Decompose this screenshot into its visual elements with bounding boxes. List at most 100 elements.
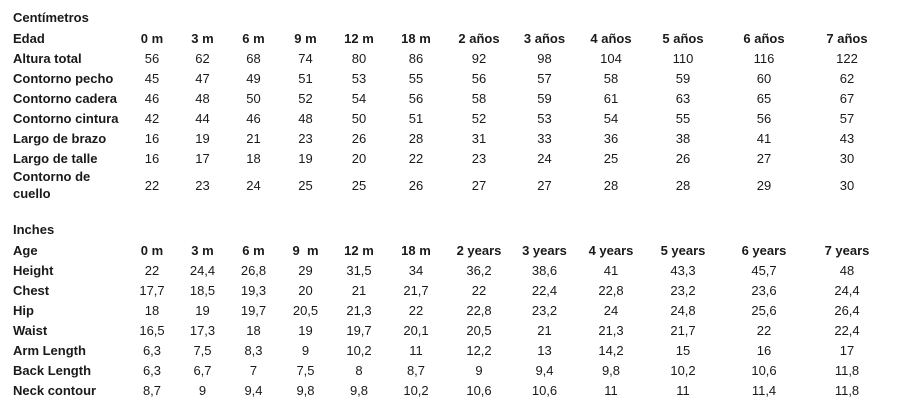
cell-value: 20,5 [466,322,492,338]
cell-value: 13 [537,342,552,358]
cell-value: 21 [246,130,261,146]
cell-value: 21,7 [403,282,429,298]
cell-value: 7,5 [296,362,315,378]
table-row: Arm Length 6,3 7,5 8,3 9 10,2 11 12,2 13 14,2 15 16… [13,340,887,360]
cell-value: 56 [756,110,772,126]
column-header: 3 years [522,242,567,258]
cell-value: 22 [756,322,772,338]
cell-value: 46 [144,90,160,106]
cell-value: 11 [409,342,423,358]
cell-value: 49 [246,70,261,86]
cell-value: 26,8 [240,262,267,278]
column-header: 7 años [826,30,868,46]
cell-value: 21 [537,322,552,338]
table-row: Contorno cadera 46 48 50 52 54 56 58 59 61 63 65 67 [13,88,887,108]
cell-value: 12,2 [466,342,492,358]
cell-value: 19,7 [346,322,372,338]
cell-value: 23,2 [670,282,696,298]
cell-value: 54 [351,90,367,106]
cell-value: 28 [603,177,619,193]
row-label: Back Length [13,362,92,378]
cell-value: 59 [675,70,691,86]
table-row: Chest 17,7 18,5 19,3 20 21 21,7 22 22,4 22,8 23,2 2… [13,280,887,300]
cell-value: 23 [298,130,313,146]
cell-value: 22,4 [531,282,558,298]
column-header: 3 m [191,30,214,46]
cell-value: 10,2 [403,382,429,398]
row-label: Hip [13,302,34,318]
cell-value: 61 [603,90,619,106]
cell-value: 31 [471,130,487,146]
cell-value: 59 [537,90,552,106]
cell-value: 9,8 [349,382,369,398]
cell-value: 9,8 [296,382,315,398]
cell-value: 19 [298,150,313,166]
column-header: 5 years [660,242,706,258]
cell-value: 28 [408,130,424,146]
table-row: Waist 16,5 17,3 18 19 19,7 20,1 20,5 21 21,3 21,7 2… [13,320,887,340]
cell-value: 21,3 [346,302,372,318]
row-label: Altura total [13,50,82,66]
cell-value: 28 [675,177,691,193]
cell-value: 58 [603,70,619,86]
cell-value: 48 [839,262,855,278]
table-row: Height 22 24,4 26,8 29 31,5 34 36,2 38,6 41 43,3 45… [13,260,887,280]
cell-value: 45 [144,70,160,86]
cell-value: 7 [249,362,258,378]
cell-value: 9,4 [244,382,263,398]
column-header: 0 m [140,30,164,46]
row-label: Height [13,262,54,278]
cell-value: 36 [603,130,619,146]
cell-value: 56 [408,90,424,106]
table-row: Altura total 56 62 68 74 80 86 92 98 104 110 116 122 [13,48,887,68]
cell-value: 33 [537,130,552,146]
cell-value: 50 [351,110,367,126]
cell-value: 58 [471,90,487,106]
cell-value: 21 [351,282,367,298]
column-header: 6 years [741,242,787,258]
row-label: Neck contour [13,382,97,398]
cell-value: 38,6 [531,262,558,278]
column-header: 6 años [743,30,785,46]
cell-value: 122 [836,50,858,66]
column-header: 9 m [294,30,317,46]
cell-value: 7,5 [193,342,212,358]
cell-value: 51 [298,70,313,86]
section-title-inches: Inches [13,222,55,237]
header-row: Age 0 m 3 m 6 m 9 m 12 m 18 m 2 years 3 years 4 y… [13,240,887,260]
cell-value: 23 [471,150,487,166]
cell-value: 19,3 [240,282,267,298]
cell-value: 36,2 [466,262,492,278]
section-centimetros: Centímetros Edad 0 m 3 m 6 m 9 m 12 m 18 m 2 añ… [13,8,887,202]
cell-value: 22 [471,282,487,298]
cell-value: 62 [839,70,855,86]
cell-value: 67 [839,90,855,106]
cell-value: 29 [298,262,313,278]
cell-value: 20,5 [292,302,319,318]
cell-value: 14,2 [598,342,624,358]
header-age-label: Edad [13,30,45,46]
cell-value: 31,5 [346,262,372,278]
cell-value: 16 [756,342,772,358]
cell-value: 8,7 [142,382,162,398]
cell-value: 60 [756,70,772,86]
column-header: 4 years [588,242,634,258]
cell-value: 22 [144,177,160,193]
row-label: Contorno cintura [13,110,119,126]
cell-value: 23 [195,177,210,193]
cell-value: 19,7 [240,302,267,318]
column-header: 2 años [458,30,500,46]
row-label: Contorno cadera [13,90,118,106]
cell-value: 43 [839,130,855,146]
cell-value: 18,5 [189,282,216,298]
column-header: 2 years [456,242,502,258]
cell-value: 27 [756,150,772,166]
cell-value: 26 [675,150,691,166]
cell-value: 24 [603,302,619,318]
cell-value: 22,8 [466,302,492,318]
cell-value: 65 [756,90,772,106]
cell-value: 30 [839,177,855,193]
cell-value: 68 [246,50,261,66]
header-age-label: Age [13,242,38,258]
cell-value: 53 [351,70,367,86]
